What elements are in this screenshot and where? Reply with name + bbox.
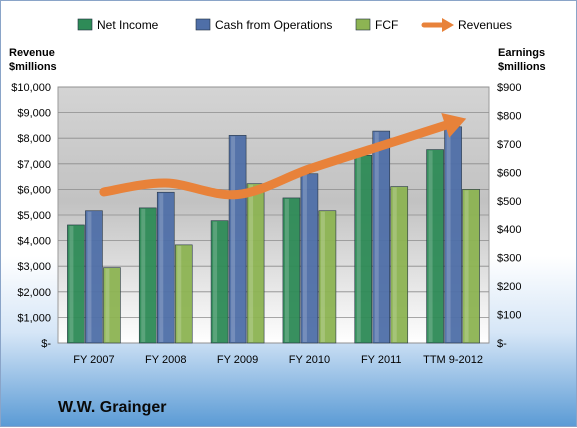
bar-highlight — [231, 136, 235, 342]
x-tick-label: FY 2010 — [289, 354, 330, 366]
bar-highlight — [141, 209, 145, 342]
x-tick-label: FY 2009 — [217, 354, 258, 366]
legend-arrow-revenues — [442, 18, 454, 32]
bar-highlight — [447, 128, 451, 342]
bar-highlight — [393, 188, 397, 342]
right-tick-label: $100 — [497, 310, 521, 322]
left-tick-label: $7,000 — [17, 159, 51, 171]
bar-highlight — [375, 132, 379, 342]
legend-swatch-fcf — [356, 19, 370, 30]
legend-label-net-income: Net Income — [97, 18, 159, 32]
company-name: W.W. Grainger — [58, 399, 166, 417]
legend-label-fcf: FCF — [375, 18, 398, 32]
right-tick-label: $- — [497, 338, 507, 350]
right-tick-label: $900 — [497, 82, 521, 94]
right-tick-label: $400 — [497, 224, 521, 236]
x-tick-label: TTM 9-2012 — [423, 354, 483, 366]
bar-highlight — [321, 212, 325, 342]
legend-swatch-net-income — [78, 19, 92, 30]
bar-highlight — [159, 193, 163, 342]
right-tick-label: $600 — [497, 167, 521, 179]
x-axis-ticks: FY 2007 FY 2008 FY 2009 FY 2010 FY 2011 TTM 9… — [73, 354, 483, 366]
left-tick-label: $9,000 — [17, 108, 51, 120]
bar-highlight — [303, 175, 307, 342]
legend-swatch-cash-from-operations — [196, 19, 210, 30]
right-axis-title: $millions — [498, 61, 546, 73]
legend-label-cash-from-operations: Cash from Operations — [215, 18, 332, 32]
left-tick-label: $3,000 — [17, 261, 51, 273]
left-tick-label: $10,000 — [11, 82, 51, 94]
x-tick-label: FY 2007 — [73, 354, 114, 366]
right-tick-label: $800 — [497, 110, 521, 122]
left-tick-label: $2,000 — [17, 287, 51, 299]
bar-highlight — [213, 222, 217, 342]
bar-highlight — [177, 246, 181, 342]
left-axis-title: Revenue — [9, 47, 55, 59]
bar-highlight — [69, 226, 73, 342]
left-tick-label: $- — [41, 338, 51, 350]
bar-highlight — [105, 269, 109, 342]
right-axis-title: Earnings — [498, 47, 545, 59]
left-tick-label: $8,000 — [17, 133, 51, 145]
left-axis-ticks: $- $1,000 $2,000 $3,000 $4,000 $5,000 $6,000 $7… — [11, 82, 51, 350]
bar-highlight — [249, 185, 253, 342]
bar-highlight — [357, 156, 361, 342]
right-tick-label: $700 — [497, 139, 521, 151]
x-tick-label: FY 2008 — [145, 354, 186, 366]
left-tick-label: $5,000 — [17, 210, 51, 222]
bar-highlight — [465, 190, 469, 342]
axis-titles: Revenue $millions Earnings $millions — [9, 47, 546, 73]
x-tick-label: FY 2011 — [361, 354, 402, 366]
left-axis-title: $millions — [9, 61, 57, 73]
right-axis-ticks: $- $100 $200 $300 $400 $500 $600 $700 $800 $900 — [497, 82, 521, 350]
legend-label-revenues: Revenues — [458, 18, 512, 32]
legend: Net Income Cash from Operations FCF Revenue… — [78, 18, 512, 32]
left-tick-label: $1,000 — [17, 312, 51, 324]
bar-highlight — [285, 199, 289, 342]
bar-highlight — [87, 212, 91, 342]
right-tick-label: $200 — [497, 281, 521, 293]
bar-highlight — [429, 151, 433, 342]
right-tick-label: $500 — [497, 196, 521, 208]
right-tick-label: $300 — [497, 253, 521, 265]
left-tick-label: $6,000 — [17, 184, 51, 196]
left-tick-label: $4,000 — [17, 236, 51, 248]
